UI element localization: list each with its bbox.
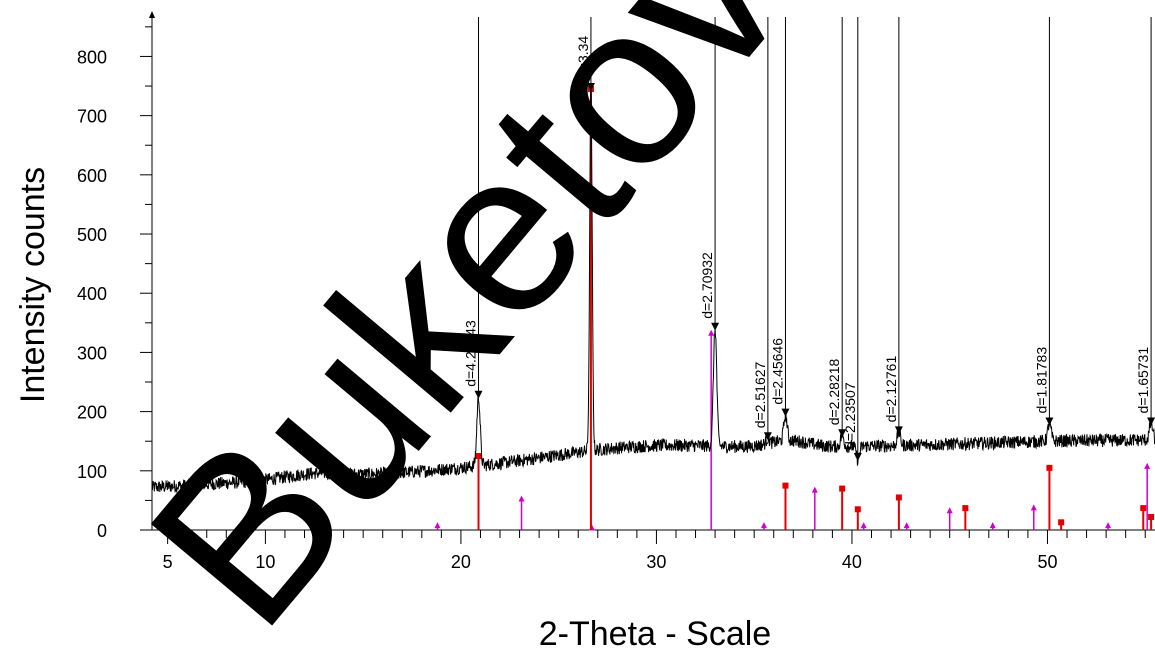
peak-marker [853,452,862,461]
ref-marker-red [839,485,846,492]
x-tick-label: 40 [842,552,862,572]
peak-marker [894,426,903,435]
ref-marker-magenta [1105,522,1112,529]
y-axis: 0 100 200 300 400 500 600 700 800 [77,11,155,541]
x-tick-label: 20 [451,552,471,572]
ref-marker-red [782,482,789,489]
y-tick-label: 400 [77,284,107,304]
peak-d-spacing-label: d=2.70932 [699,252,715,319]
ref-marker-red [1140,505,1147,512]
peak-marker [711,322,720,331]
peak-marker [781,408,790,417]
peak-d-spacing-label: d=2.51627 [752,361,768,428]
peak-d-spacing-label: d=3.34 [575,36,591,79]
ref-marker-red [475,453,482,460]
ref-marker-magenta [760,522,767,529]
ref-marker-magenta [708,329,715,336]
y-axis-arrow [149,11,155,18]
y-tick-label: 600 [77,166,107,186]
peak-marker [838,429,847,438]
ref-marker-magenta [811,486,818,493]
peak-markers: d=4.25743 d=3.34 d=2.70932 d=2.51627 d=2.456… [463,17,1155,461]
peak-marker [1147,417,1155,426]
peak-marker [586,82,595,91]
x-axis: 5 10 20 30 40 50 [152,529,1155,572]
ref-marker-red [854,506,861,513]
ref-marker-magenta [903,522,910,529]
peak-d-spacing-label: d=1.81783 [1033,347,1049,414]
ref-marker-red [962,505,969,512]
ref-marker-magenta [1030,504,1037,511]
ref-marker-magenta [434,522,441,529]
peak-d-spacing-label: d=2.28218 [826,359,842,426]
y-tick-label: 200 [77,403,107,423]
y-tick-label: 100 [77,462,107,482]
y-axis-title: Intensity counts [14,167,52,403]
peak-marker [474,390,483,399]
reference-sticks [434,85,1155,531]
peak-marker [1045,417,1054,426]
ref-marker-magenta [860,522,867,529]
x-axis-title: 2-Theta - Scale [539,615,771,653]
peak-d-spacing-label: d=2.23507 [842,382,858,449]
ref-marker-red [1046,464,1053,471]
peak-marker [763,432,772,441]
peak-d-spacing-label: d=2.45646 [769,338,785,405]
y-tick-label: 300 [77,343,107,363]
ref-marker-magenta [946,507,953,514]
y-tick-label: 700 [77,107,107,127]
x-tick-label: 5 [163,552,173,572]
ref-marker-red [895,494,902,501]
y-tick-label: 0 [97,521,107,541]
ref-marker-red [1058,519,1065,526]
ref-marker-red [1148,513,1155,520]
peak-d-spacing-label: d=2.12761 [883,356,899,423]
x-tick-label: 50 [1037,552,1057,572]
ref-marker-magenta [989,522,996,529]
diffraction-pattern-line [151,88,1155,493]
x-tick-label: 10 [255,552,275,572]
ref-marker-magenta [518,495,525,502]
peak-d-spacing-label: d=1.65731 [1135,347,1151,414]
ref-marker-magenta [1144,462,1151,469]
y-tick-label: 800 [77,47,107,67]
y-tick-label: 500 [77,225,107,245]
peak-d-spacing-label: d=4.25743 [463,320,479,387]
x-tick-label: 30 [646,552,666,572]
